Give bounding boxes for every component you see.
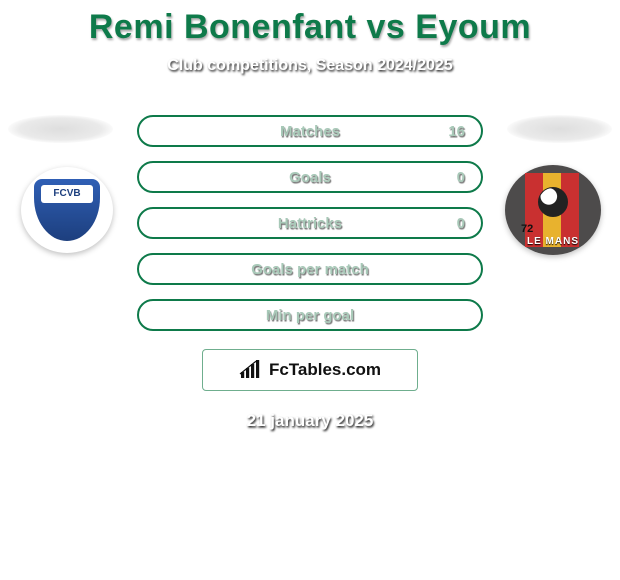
team-logo-right: 72 LE MANS (504, 165, 602, 255)
comparison-body: FCVB 72 LE MANS Matches 16 Goals (0, 115, 620, 331)
stats-list: Matches 16 Goals 0 Hattricks 0 Goals per… (137, 115, 483, 331)
stat-label: Goals per match (251, 261, 369, 278)
stat-value-right: 16 (448, 123, 465, 140)
brand-text: FcTables.com (269, 360, 381, 380)
page-title: Remi Bonenfant vs Eyoum (0, 8, 620, 47)
team-right-badge-number: 72 (521, 223, 533, 235)
stat-value-right: 0 (457, 169, 465, 186)
stat-row: Matches 16 (137, 115, 483, 147)
stat-label: Goals (289, 169, 331, 186)
stat-label: Matches (280, 123, 340, 140)
halo-left (8, 115, 113, 143)
comparison-card: Remi Bonenfant vs Eyoum Club competition… (0, 0, 620, 431)
team-logo-left-badge: FCVB (21, 167, 113, 253)
stat-row: Goals per match (137, 253, 483, 285)
subtitle: Club competitions, Season 2024/2025 (0, 57, 620, 75)
date-label: 21 january 2025 (0, 411, 620, 431)
stat-label: Min per goal (266, 307, 354, 324)
brand-link[interactable]: FcTables.com (202, 349, 418, 391)
stat-value-right: 0 (457, 215, 465, 232)
shield-icon: FCVB (34, 179, 100, 241)
team-logo-right-badge: 72 LE MANS (505, 165, 601, 255)
halo-right (507, 115, 612, 143)
team-right-label: LE MANS (505, 236, 601, 247)
team-left-label: FCVB (41, 185, 93, 203)
soccer-ball-icon (538, 187, 568, 217)
team-logo-left: FCVB (18, 165, 116, 255)
stat-row: Goals 0 (137, 161, 483, 193)
brand-row: FcTables.com (0, 349, 620, 391)
stat-label: Hattricks (278, 215, 342, 232)
stat-row: Hattricks 0 (137, 207, 483, 239)
bar-chart-icon (239, 360, 263, 380)
stat-row: Min per goal (137, 299, 483, 331)
